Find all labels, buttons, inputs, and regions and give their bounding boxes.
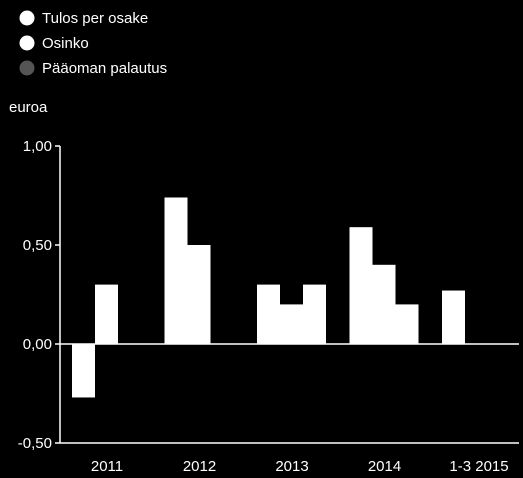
bars [72,197,465,398]
bar-1-3-2015-1 [442,290,465,344]
y-ticks: 1,00 0,50 0,00 -0,50 [18,138,60,452]
bar-2013-2 [280,304,303,344]
y-tick-label: 1,00 [23,138,52,155]
x-tick-label: 2013 [275,458,308,475]
bar-2014-2 [372,264,396,344]
legend-label: Tulos per osake [42,10,148,27]
x-ticks: 2011 2012 2013 2014 1-3 2015 [91,458,509,475]
legend-marker [19,10,35,26]
legend-marker [19,35,35,51]
bar-2012-1 [164,197,188,344]
x-tick-label: 2011 [91,458,123,475]
x-tick-label: 2012 [183,458,216,475]
bar-2011-2 [95,284,118,344]
legend-marker [19,60,35,76]
legend: Tulos per osake Osinko Pääoman palautus [19,10,167,77]
legend-label: Osinko [42,35,89,52]
bar-2011-1 [72,344,95,398]
y-tick-label: 0,50 [23,237,52,254]
bar-2013-1 [257,284,280,344]
bar-2013-3 [303,284,326,344]
y-tick-label: 0,00 [23,336,52,353]
y-tick-label: -0,50 [18,435,52,452]
legend-label: Pääoman palautus [42,60,167,77]
bar-2014-3 [395,304,419,344]
bar-2012-2 [187,245,211,344]
y-axis-label: euroa [9,99,48,116]
x-tick-label: 2014 [368,458,401,475]
x-tick-label: 1-3 2015 [449,458,508,475]
bar-2014-1 [349,227,373,344]
